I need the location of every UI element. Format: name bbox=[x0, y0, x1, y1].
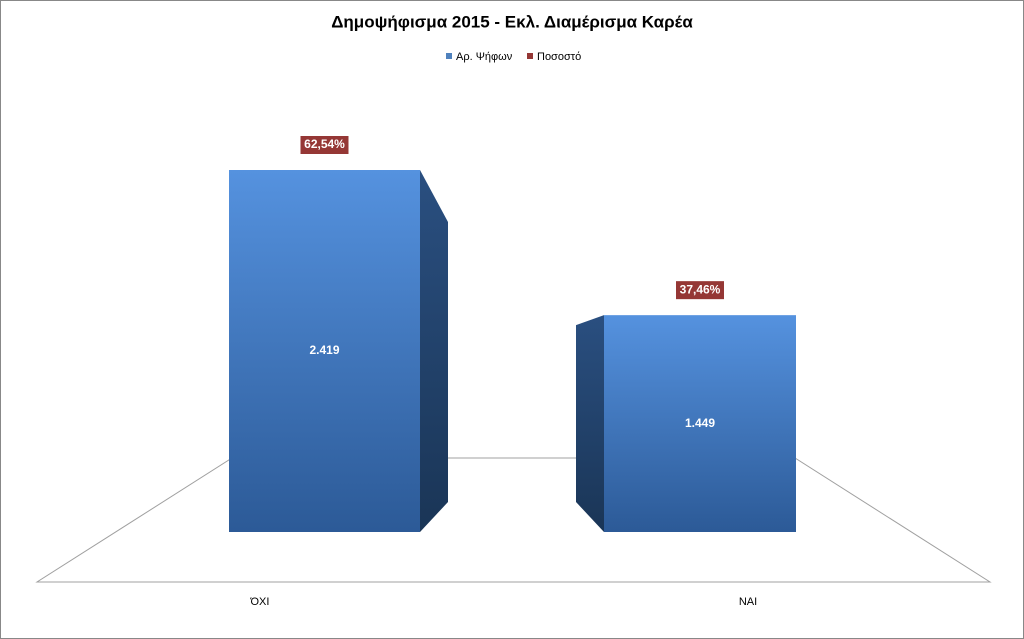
legend-swatch bbox=[446, 53, 452, 59]
percent-label-box bbox=[300, 136, 349, 154]
legend-label: Ποσοστό bbox=[537, 51, 581, 63]
percent-label: 62,54% bbox=[304, 137, 345, 151]
bar-side bbox=[576, 315, 604, 532]
bar-side bbox=[420, 170, 448, 532]
bar bbox=[229, 170, 420, 532]
bar bbox=[604, 315, 796, 532]
data-label: 1.449 bbox=[685, 416, 715, 430]
percent-label-box bbox=[676, 281, 724, 300]
legend: Αρ. Ψήφων Ποσοστό bbox=[446, 51, 581, 63]
x-tick-label: ΌΧΙ bbox=[250, 596, 270, 608]
data-label: 2.419 bbox=[309, 343, 339, 357]
chart-title: Δημοψήφισμα 2015 - Εκλ. Διαμέρισμα Καρέα bbox=[331, 12, 693, 31]
legend-label: Αρ. Ψήφων bbox=[456, 51, 513, 63]
x-tick-label: ΝΑΙ bbox=[739, 596, 757, 608]
percent-label: 37,46% bbox=[680, 282, 721, 296]
legend-swatch bbox=[527, 53, 533, 59]
